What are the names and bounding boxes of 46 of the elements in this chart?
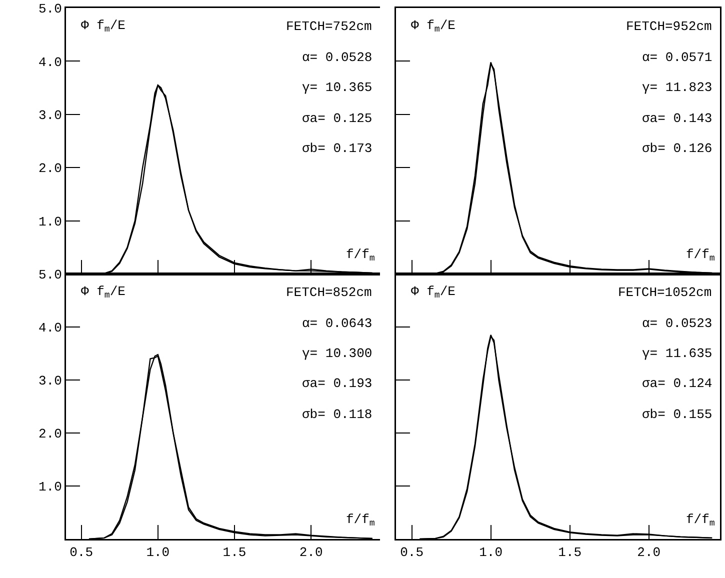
x-axis-title: f/f$_{m}$ [686,247,715,264]
y-axis-title: Φ f$_{m}$/E [81,284,126,301]
y-tick-label: 4.0 [38,54,62,70]
annotation: γ= 11.823 [642,80,712,95]
annotation: σb= 0.173 [302,141,372,156]
annotation: σa= 0.143 [642,111,712,126]
y-tick-label: 2.0 [38,161,62,176]
y-tick-label: 2.0 [38,426,62,442]
annotation: FETCH=952cm [626,19,712,34]
annotation: σb= 0.126 [642,141,712,156]
y-tick-label: 4.0 [38,320,62,336]
y-axis-title: Φ f$_{m}$/E [411,18,456,35]
x-axis-title: f/f$_{m}$ [686,512,715,529]
annotation: σb= 0.155 [642,407,712,422]
x-tick-label: 0.5 [400,545,424,560]
annotation: γ= 10.300 [302,346,372,361]
y-axis-title: Φ f$_{m}$/E [81,18,126,35]
x-tick-label: 2.0 [637,545,661,560]
y-tick-label: 3.0 [38,108,62,123]
annotation: α= 0.0528 [302,50,372,65]
y-tick-label: 5.0 [38,2,62,17]
y-tick-label: 1.0 [38,480,62,495]
x-axis-title: f/f$_{m}$ [346,247,375,264]
annotation: FETCH=1052cm [618,285,712,300]
annotation: FETCH=752cm [286,19,372,34]
x-tick-label: 1.5 [222,545,246,560]
x-tick-label: 2.0 [299,545,323,560]
y-tick-label: 1.0 [38,214,62,230]
annotation: α= 0.0523 [642,316,712,331]
annotation: σa= 0.193 [302,376,372,391]
y-tick-label: 3.0 [38,374,62,389]
x-tick-label: 1.0 [479,545,503,560]
x-axis-title: f/f$_{m}$ [346,512,375,529]
y-tick-label: 5.0 [38,268,62,283]
annotation: σb= 0.118 [302,407,372,422]
annotation: σa= 0.125 [302,111,372,126]
annotation: γ= 11.635 [642,346,712,361]
annotation: σa= 0.124 [642,376,712,391]
y-axis-title: Φ f$_{m}$/E [411,284,456,301]
annotation: FETCH=852cm [286,285,372,300]
x-tick-label: 1.0 [146,545,170,560]
annotation: α= 0.0571 [642,50,712,65]
x-tick-label: 1.5 [558,545,582,560]
annotation: α= 0.0643 [302,316,372,331]
x-tick-label: 0.5 [70,545,94,560]
annotation: γ= 10.365 [302,80,372,95]
